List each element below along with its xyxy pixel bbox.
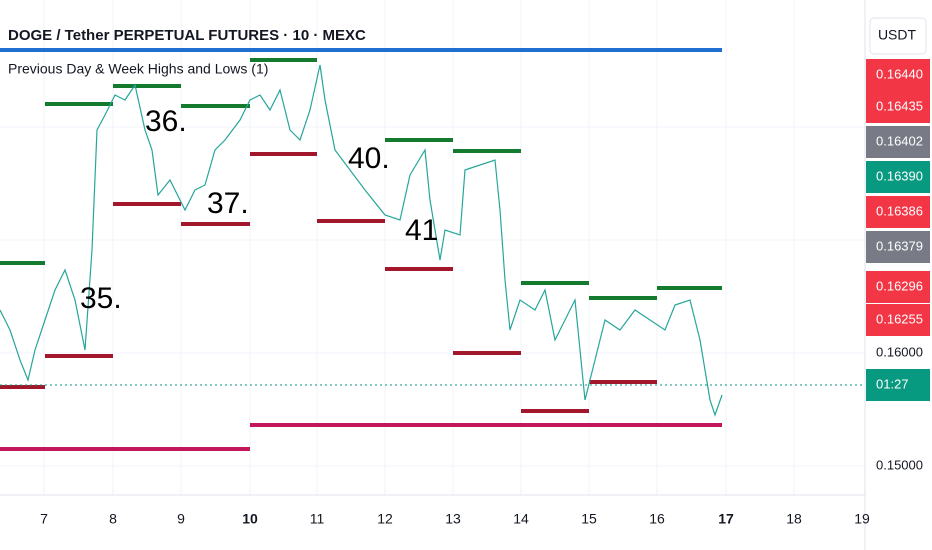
currency-button[interactable]	[869, 17, 927, 55]
time-label: 12	[377, 511, 393, 527]
time-label: 10	[242, 511, 258, 527]
price-label-box	[866, 271, 930, 303]
price-label-box	[866, 369, 930, 401]
time-label: 14	[513, 511, 529, 527]
annotation: 35.	[80, 282, 122, 315]
time-label: 7	[40, 511, 48, 527]
price-labels: 0.16440 0.16435 0.16402 0.16390 0.16386 0.163…	[866, 59, 930, 472]
price-label: 0.15000	[876, 457, 923, 472]
time-label: 15	[581, 511, 597, 527]
price-label-box	[866, 231, 930, 263]
day-low-lines	[0, 152, 657, 413]
currency-label[interactable]: USDT	[878, 27, 917, 43]
time-label: 11	[310, 511, 325, 527]
indicator-name: Previous Day & Week Highs and Lows (1)	[8, 61, 268, 77]
price-label: 0.16000	[876, 344, 923, 359]
annotation: 40.	[348, 142, 390, 175]
price-label-box	[866, 161, 930, 193]
day-high-lines	[0, 58, 722, 300]
price-label: 0.16296	[876, 278, 923, 293]
time-label: 16	[649, 511, 665, 527]
price-label-box	[866, 59, 930, 91]
price-label: 0.16386	[876, 203, 923, 218]
price-label: 0.16255	[876, 311, 923, 326]
time-label: 18	[786, 511, 802, 527]
time-label: 8	[109, 511, 117, 527]
time-label: 13	[445, 511, 461, 527]
price-label-box	[866, 91, 930, 123]
chart-title: DOGE / Tether PERPETUAL FUTURES · 10 · M…	[8, 27, 366, 44]
annotation: 41	[405, 214, 438, 247]
grid	[0, 0, 865, 495]
price-label-box	[866, 196, 930, 228]
time-label: 19	[854, 511, 870, 527]
time-label: 17	[718, 511, 734, 527]
annotation: 37.	[207, 187, 249, 220]
price-label: 0.16440	[876, 66, 923, 81]
price-label: 0.16379	[876, 238, 923, 253]
price-label: 0.16402	[876, 133, 923, 148]
price-label: 01:27	[876, 376, 909, 391]
price-path	[0, 64, 723, 417]
time-label: 9	[177, 511, 185, 527]
price-label-box	[866, 126, 930, 158]
time-labels: 7 8 9 10 11 12 13 14 15 16 17 18 19	[40, 511, 870, 527]
annotation: 36.	[145, 105, 187, 138]
price-label: 0.16435	[876, 98, 923, 113]
price-label-box	[866, 304, 930, 336]
week-low-lines	[0, 423, 722, 451]
price-label: 0.16390	[876, 168, 923, 183]
